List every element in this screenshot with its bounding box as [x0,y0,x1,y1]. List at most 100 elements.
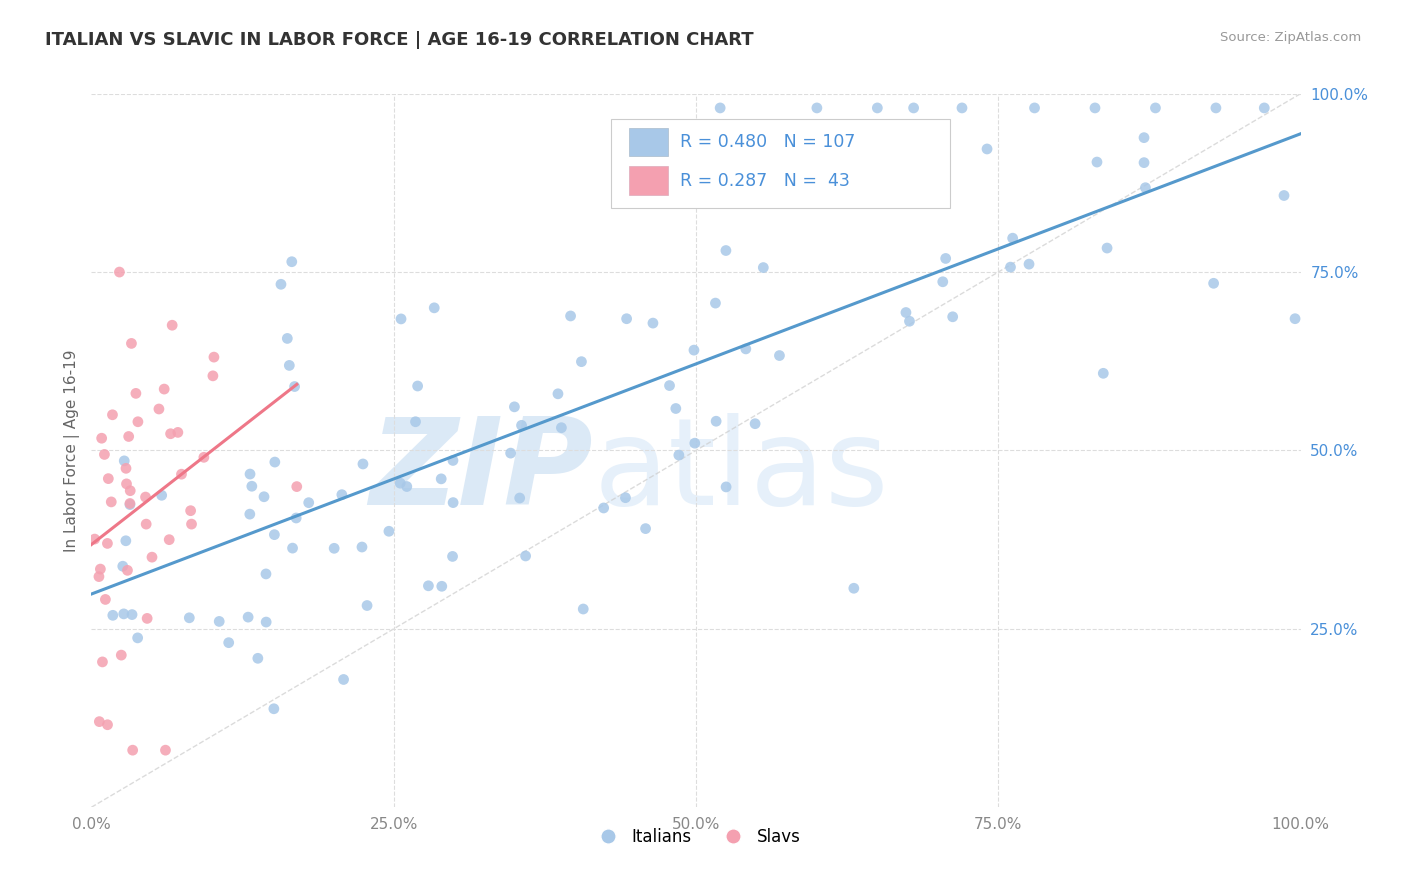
Point [547,386,569,401]
Point [768,349,790,363]
Point [89,562,111,576]
Point [115,476,138,491]
FancyBboxPatch shape [630,128,668,156]
Point [263,702,285,716]
Point [90,431,112,445]
Point [167,425,190,440]
Point [111,559,134,574]
Point [352,457,374,471]
Point [1024,101,1046,115]
Point [1253,101,1275,115]
Point [118,498,141,512]
Point [202,350,225,364]
Point [97,472,120,486]
Point [108,265,131,279]
Point [641,316,664,330]
Text: ITALIAN VS SLAVIC IN LABOR FORCE | AGE 16-19 CORRELATION CHART: ITALIAN VS SLAVIC IN LABOR FORCE | AGE 1… [45,31,754,49]
Point [254,566,277,581]
Point [112,454,135,468]
Point [515,549,537,563]
Point [118,429,141,443]
Point [1000,260,1022,274]
Point [218,635,240,649]
Point [94,592,117,607]
Point [894,305,917,319]
Point [285,511,308,525]
Point [1202,277,1225,291]
Legend: Italians, Slavs: Italians, Slavs [585,822,807,853]
Point [950,101,973,115]
Point [614,491,637,505]
Point [91,655,114,669]
Point [118,496,141,510]
Point [658,378,681,392]
Text: atlas: atlas [593,413,889,531]
Point [135,517,157,532]
Point [157,533,180,547]
Point [141,550,163,565]
Point [246,651,269,665]
Point [1085,155,1108,169]
Point [1133,130,1156,145]
Point [378,524,401,539]
Point [744,417,766,431]
Point [193,450,215,465]
Point [96,717,118,731]
Point [135,490,157,504]
Point [278,359,301,373]
Point [83,532,105,546]
FancyBboxPatch shape [612,119,950,208]
FancyBboxPatch shape [630,167,668,195]
Point [270,277,292,292]
Point [1092,367,1115,381]
Point [101,408,124,422]
Point [683,343,706,358]
Point [298,496,321,510]
Point [709,101,731,115]
Point [127,415,149,429]
Point [1095,241,1118,255]
Point [395,479,418,493]
Point [125,386,148,401]
Point [89,714,111,729]
Point [150,488,173,502]
Point [127,631,149,645]
Text: ZIP: ZIP [370,413,593,531]
Point [101,608,124,623]
Point [1272,188,1295,202]
Point [935,252,957,266]
Y-axis label: In Labor Force | Age 16-19: In Labor Force | Age 16-19 [65,349,80,552]
Point [148,402,170,417]
Point [499,446,522,460]
Point [806,101,828,115]
Point [734,342,756,356]
Point [842,581,865,595]
Point [160,318,183,333]
Point [110,648,132,662]
Point [236,610,259,624]
Point [1001,231,1024,245]
Point [1205,101,1227,115]
Point [96,536,118,550]
Point [942,310,965,324]
Point [239,467,262,481]
Point [441,453,464,467]
Point [254,615,277,629]
Point [263,527,285,541]
Point [406,379,429,393]
Point [332,673,354,687]
Point [1135,180,1157,194]
Point [560,309,582,323]
Point [714,244,737,258]
Point [115,461,138,475]
Point [1018,257,1040,271]
Point [276,331,298,345]
Point [356,599,378,613]
Point [281,254,304,268]
Point [263,455,285,469]
Point [714,480,737,494]
Text: R = 0.480   N = 107: R = 0.480 N = 107 [681,133,856,151]
Point [281,541,304,555]
Point [389,312,412,326]
Point [592,500,614,515]
